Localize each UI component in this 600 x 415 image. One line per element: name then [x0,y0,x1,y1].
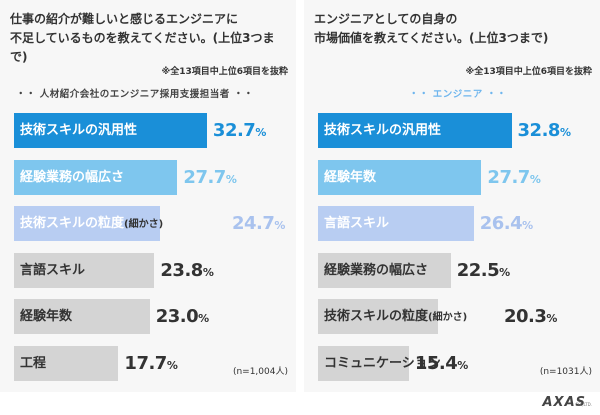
right-chart-panel: エンジニアとしての自身の 市場価値を教えてください。(上位3つまで) ※全13項… [304,0,600,392]
right-chart-sample-size: (n=1031人) [539,367,592,377]
left-chart-panel: 仕事の紹介が難しいと感じるエンジニアに 不足しているものを教えてください。(上位… [0,0,296,392]
bar-value-label: 27.7% [487,166,541,188]
left-chart-subtitle: ・・ 人材紹介会社のエンジニア採用支援担当者 ・・ [16,89,254,100]
bar-label: 技術スキルの汎用性 [324,123,442,138]
bar-label: 技術スキルの汎用性 [20,123,138,138]
bar-value-label: 15.4% [414,352,468,374]
bar [14,252,155,288]
bar [318,252,451,288]
right-chart-title: エンジニアとしての自身の 市場価値を教えてください。(上位3つまで) [314,12,549,45]
left-chart-note: ※全13項目中上位6項目を抜粋 [161,67,288,77]
right-chart-note: ※全13項目中上位6項目を抜粋 [465,67,592,77]
bar-value-label: 32.7% [212,120,266,141]
bar-label: 経験業務の幅広さ [324,262,429,278]
bar [14,113,207,148]
left-chart-sample-size: (n=1,004人) [232,367,288,377]
bar-label: コミュニケーション [324,355,441,371]
company-logo-sub: CO.,LTD. [575,402,592,407]
bar-label: 経験年数 [20,309,73,324]
company-logo: AXAS [542,395,586,410]
bar-label: 経験業務の幅広さ [20,169,125,185]
left-chart-title: 仕事の紹介が難しいと感じるエンジニアに 不足しているものを教えてください。(上位… [10,12,275,64]
bar-value-label: 27.7% [183,166,237,188]
bar [318,206,474,241]
bar-value-label: 23.0% [155,306,209,327]
bar [14,299,150,334]
bar-label: 経験年数 [324,169,377,185]
bar [14,345,119,381]
bar-value-label: 22.5% [456,259,510,281]
bar-label: 言語スキル [324,216,390,231]
bar-label: 技術スキルの粒度(細かさ) [20,216,164,231]
bar-value-label: 20.3% [504,306,557,327]
bar-value-label: 26.4% [479,213,533,234]
bar [14,159,178,195]
bar [14,206,160,241]
bar-value-label: 17.7% [124,352,178,374]
bar-label: 工程 [20,355,47,371]
bar [318,299,438,334]
bar-value-label: 23.8% [160,259,214,281]
bar [318,159,482,195]
panel-divider [296,0,304,392]
bar [318,345,409,381]
bar-value-label: 24.7% [232,213,285,234]
bar-label: 技術スキルの粒度(細かさ) [324,309,468,324]
footer [0,392,600,415]
bar-label: 言語スキル [20,262,86,278]
bar [318,113,512,148]
bar-value-label: 32.8% [517,120,571,141]
right-chart-subtitle: ・・ エンジニア ・・ [409,89,507,100]
